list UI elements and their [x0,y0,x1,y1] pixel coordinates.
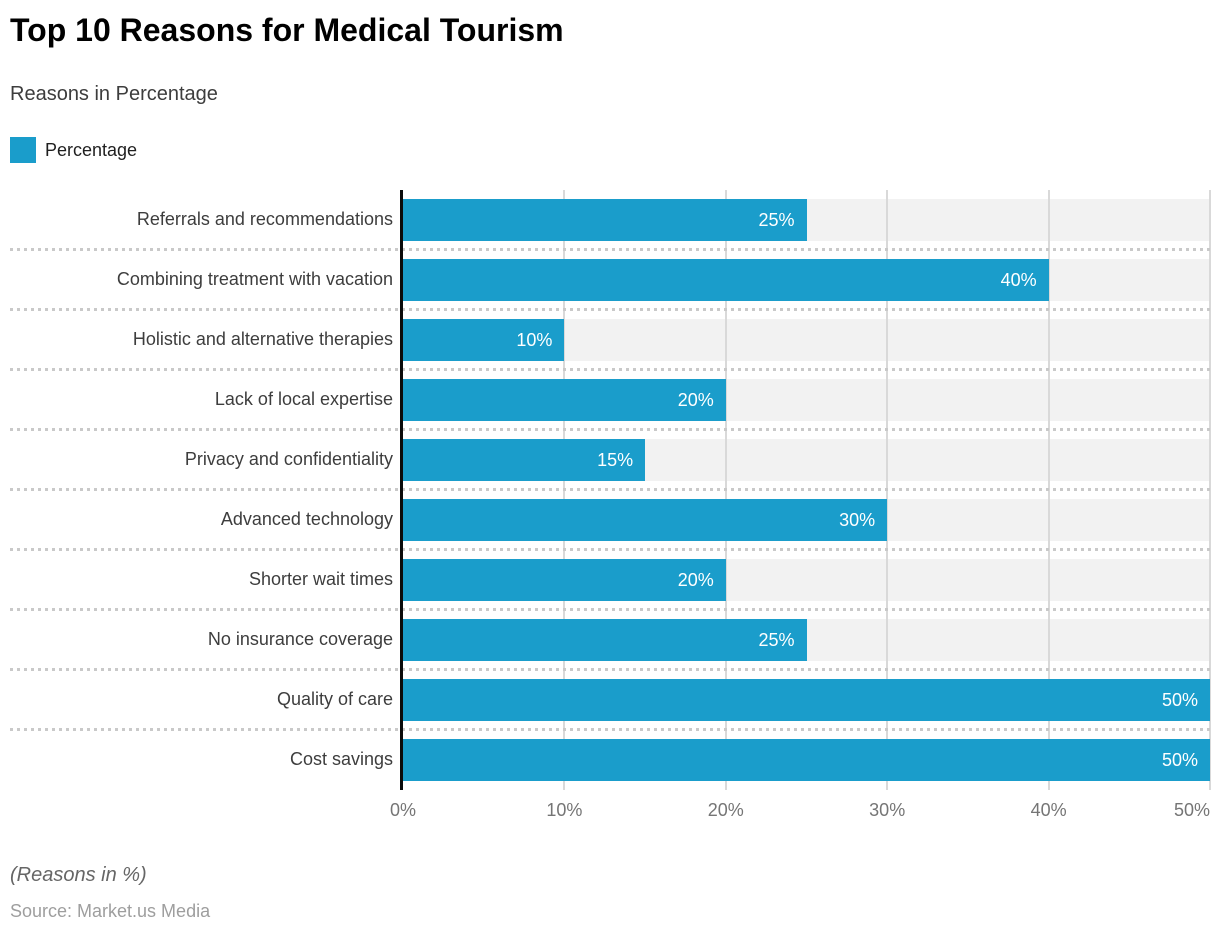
chart-title: Top 10 Reasons for Medical Tourism [10,12,564,48]
x-axis-tick-label: 40% [1030,800,1067,820]
footer-note: (Reasons in %) [10,864,147,886]
row-separator [10,248,1210,251]
x-axis-tick-label: 30% [869,800,906,820]
bar: 15% [403,439,646,481]
grid-line [1209,190,1211,790]
bar: 40% [403,259,1049,301]
plot-area: 25% 40% 10% 20% 15% 30% 20% 25% 50% 50% [403,190,1211,790]
row-separator [10,428,1210,431]
bar: 30% [403,499,888,541]
bar: 25% [403,199,807,241]
x-axis-tick-label: 50% [1173,800,1210,820]
legend-label: Percentage [45,139,138,160]
row-separator [10,728,1210,731]
bar-value-label: 40% [1000,269,1037,290]
bar: 10% [403,319,565,361]
category-label: Shorter wait times [248,569,393,589]
bar: 50% [403,679,1210,721]
row-separator [10,608,1210,611]
row-separator [10,548,1210,551]
bar: 50% [403,739,1210,781]
bar-value-label: 50% [1161,749,1198,770]
legend-swatch-icon [10,137,36,163]
x-axis-tick-label: 0% [389,800,417,820]
bar: 20% [403,559,726,601]
row-separator [10,668,1210,671]
category-label: Advanced technology [220,509,393,529]
bar-value-label: 25% [758,629,795,650]
category-label: Holistic and alternative therapies [132,329,393,349]
bar-value-label: 25% [758,209,795,230]
category-label: Combining treatment with vacation [116,269,393,289]
bar-chart: 25% 40% 10% 20% 15% 30% 20% 25% 50% 50% Referrals… [0,190,1220,790]
category-label: Quality of care [276,689,393,709]
bar-value-label: 20% [677,389,714,410]
chart-subtitle: Reasons in Percentage [10,83,218,105]
bar: 20% [403,379,726,421]
bar-value-label: 10% [516,329,553,350]
category-label: Lack of local expertise [214,389,393,409]
bar-value-label: 30% [839,509,876,530]
legend: Percentage [10,137,137,163]
category-label: Privacy and confidentiality [184,449,393,469]
category-label: Cost savings [289,749,393,769]
bar: 25% [403,619,807,661]
x-axis-tick-label: 20% [707,800,744,820]
category-label: Referrals and recommendations [136,209,393,229]
row-separator [10,368,1210,371]
footer-source: Source: Market.us Media [10,901,211,921]
y-axis-line [400,190,403,790]
row-separator [10,488,1210,491]
bar-value-label: 50% [1161,689,1198,710]
category-label: No insurance coverage [207,629,393,649]
bar-value-label: 20% [677,569,714,590]
x-axis-tick-label: 10% [546,800,583,820]
row-separator [10,308,1210,311]
bar-value-label: 15% [597,449,634,470]
